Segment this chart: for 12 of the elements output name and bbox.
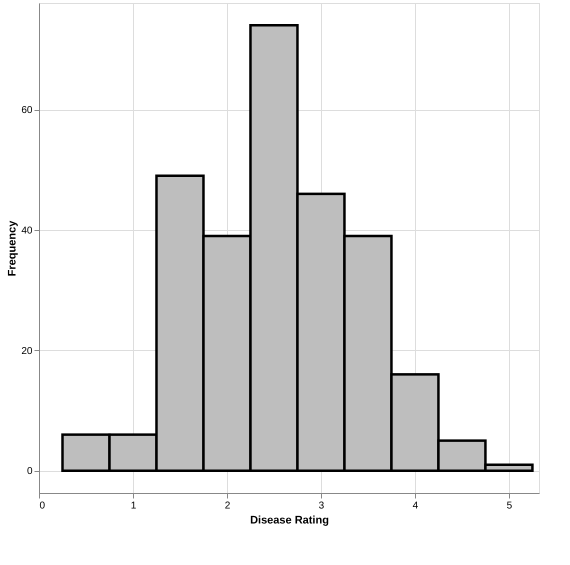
- x-tick-label: 5: [506, 500, 513, 512]
- y-axis-title: Frequency: [6, 220, 18, 276]
- x-tick-label: 1: [130, 500, 137, 512]
- x-tick-label: 0: [40, 500, 46, 512]
- x-axis-title: Disease Rating: [250, 514, 329, 526]
- y-tick-label: 60: [21, 105, 33, 116]
- x-tick-label: 2: [224, 500, 231, 512]
- y-tick-label: 20: [21, 346, 33, 357]
- y-tick-label: 0: [26, 466, 33, 478]
- x-tick-label: 3: [318, 500, 325, 512]
- y-tick-label: 40: [21, 225, 33, 236]
- x-tick-label: 4: [412, 500, 419, 512]
